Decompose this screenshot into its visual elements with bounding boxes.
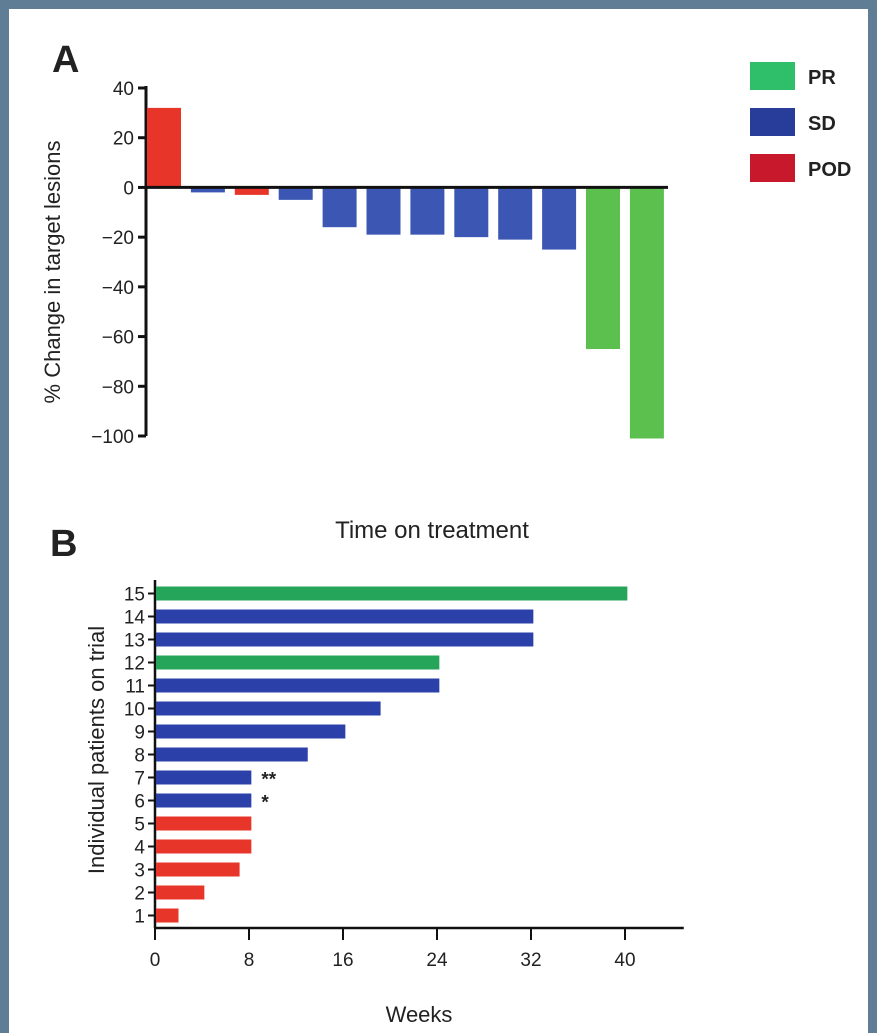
panel-b-bar — [156, 632, 534, 647]
panel-b-bar — [156, 839, 252, 854]
panel-b-y-tick-label: 9 — [134, 723, 145, 744]
panel-b-y-tick-label: 13 — [124, 631, 145, 652]
panel-a-bar — [190, 187, 225, 193]
panel-b-y-tick-label: 3 — [134, 861, 145, 882]
panel-a-bar — [278, 187, 313, 200]
panel-b-bar — [156, 678, 440, 693]
panel-b-x-label: Weeks — [386, 1002, 453, 1027]
panel-a-y-tick-label: −40 — [102, 278, 134, 299]
panel-b-x-tick-label: 8 — [244, 950, 255, 971]
panel-b-bar — [156, 793, 252, 808]
panel-b-bar — [156, 908, 179, 923]
panel-b-x-tick-label: 0 — [150, 950, 161, 971]
panel-a-y-tick-label: −100 — [91, 427, 134, 448]
panel-b-x-tick-label: 16 — [332, 950, 353, 971]
panel-a-bar — [322, 187, 357, 228]
panel-b-bar — [156, 862, 240, 877]
legend-label: PR — [808, 67, 836, 89]
panel-a-bar — [454, 187, 489, 238]
panel-b-y-tick-label: 8 — [134, 746, 145, 767]
legend: PR SD POD — [750, 62, 851, 182]
panel-b-y-tick-label: 11 — [125, 677, 145, 698]
panel-b-annotation: * — [261, 793, 269, 814]
panel-b-y-tick-label: 6 — [134, 792, 145, 813]
legend-swatch — [750, 154, 795, 182]
panel-b-y-tick-label: 4 — [134, 838, 145, 859]
panel-a-y-tick-label: 0 — [123, 178, 134, 199]
panel-b-annotation: ** — [261, 770, 276, 791]
panel-b-y-tick-label: 7 — [134, 769, 145, 790]
panel-b-chart: Time on treatment123456789101112131415**… — [84, 517, 684, 1027]
panel-b-y-tick-label: 10 — [124, 700, 145, 721]
panel-a-y-tick-label: −20 — [102, 228, 134, 249]
panel-a-chart: 40 20 0 −20 −40 −60 −80 −100 % Change in target … — [40, 79, 668, 448]
panel-a-y-tick-label: 40 — [113, 79, 134, 100]
panel-a-bar — [498, 187, 533, 240]
panel-b-y-tick-label: 12 — [124, 654, 145, 675]
panel-b-bar — [156, 724, 346, 739]
panel-a-y-tick-label: −60 — [102, 328, 134, 349]
panel-b-x-tick-label: 24 — [426, 950, 448, 971]
panel-a-bar — [542, 187, 577, 250]
panel-a-y-tick-label: 20 — [113, 129, 134, 150]
panel-b-bar — [156, 747, 308, 762]
panel-b-y-tick-label: 14 — [124, 608, 146, 629]
panel-b-bar — [156, 816, 252, 831]
panel-b-x-tick-label: 40 — [614, 950, 635, 971]
panel-a-letter: A — [52, 39, 79, 81]
panel-b-letter: B — [50, 523, 77, 565]
panel-b-bar — [156, 609, 534, 624]
panel-b-y-tick-label: 5 — [134, 815, 145, 836]
legend-label: POD — [808, 159, 851, 181]
legend-label: SD — [808, 113, 836, 135]
panel-b-bar — [156, 655, 440, 670]
legend-swatch — [750, 108, 795, 136]
panel-b-bar — [156, 701, 381, 716]
panel-a-bar — [147, 107, 181, 188]
panel-b-y-label: Individual patients on trial — [84, 626, 109, 874]
panel-b-title: Time on treatment — [335, 517, 529, 544]
panel-b-bar — [156, 586, 628, 601]
panel-b-bar — [156, 885, 205, 900]
panel-a-y-tick-label: −80 — [102, 377, 134, 398]
panel-a-bar — [234, 187, 269, 195]
panel-b-y-tick-label: 2 — [134, 884, 145, 905]
legend-swatch — [750, 62, 795, 90]
panel-a-bar — [586, 187, 620, 349]
panel-b-y-tick-label: 15 — [124, 585, 145, 606]
panel-b-bar — [156, 770, 252, 785]
panel-b-y-tick-label: 1 — [134, 907, 145, 928]
panel-a-y-label: % Change in target lesions — [40, 141, 65, 404]
panel-a-bar — [410, 187, 445, 235]
panel-b-x-tick-label: 32 — [520, 950, 541, 971]
panel-a-bar — [366, 187, 401, 235]
panel-a-bar — [629, 187, 664, 439]
